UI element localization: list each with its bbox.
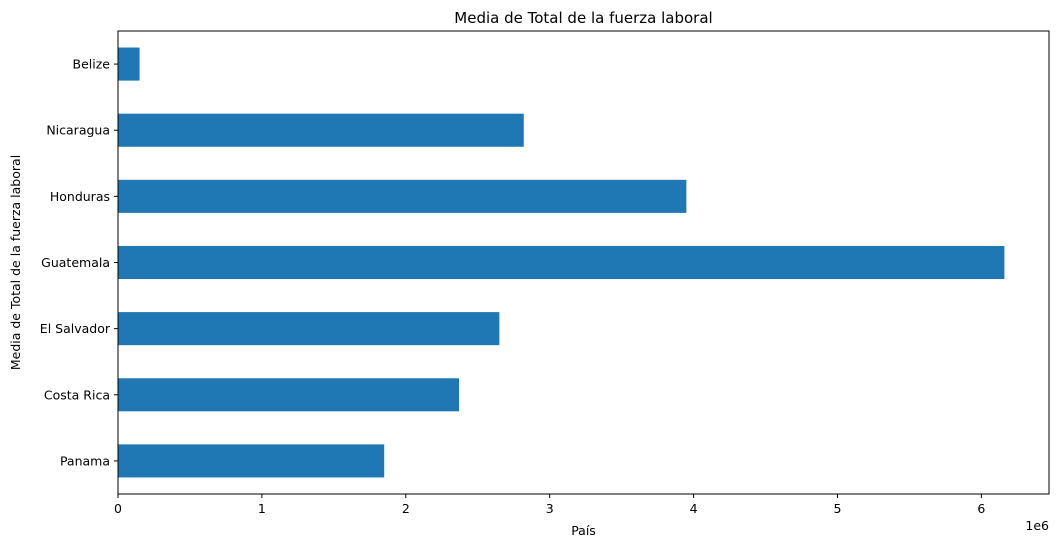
x-tick-label: 4 xyxy=(690,501,698,516)
x-tick-label: 6 xyxy=(977,501,985,516)
x-tick-label: 0 xyxy=(114,501,122,516)
bars-group xyxy=(118,47,1005,478)
y-tick-label: Costa Rica xyxy=(44,387,110,402)
bar-panama xyxy=(118,444,385,478)
x-axis-title: País xyxy=(571,523,596,538)
x-tick-label: 5 xyxy=(833,501,841,516)
y-tick-label: Panama xyxy=(60,453,110,468)
x-axis-ticks: 0 1 2 3 4 5 6 xyxy=(114,494,985,516)
y-tick-label: Belize xyxy=(73,57,111,72)
bar-costa-rica xyxy=(118,378,460,412)
bar-nicaragua xyxy=(118,113,524,147)
x-tick-label: 2 xyxy=(402,501,410,516)
x-axis-scale-label: 1e6 xyxy=(1025,518,1049,533)
y-axis-title: Media de Total de la fuerza laboral xyxy=(8,155,23,370)
bar-honduras xyxy=(118,179,687,213)
y-tick-label: Honduras xyxy=(50,189,110,204)
y-tick-label: Nicaragua xyxy=(46,123,110,138)
y-tick-label: El Salvador xyxy=(40,321,111,336)
x-tick-label: 3 xyxy=(546,501,554,516)
bar-el-salvador xyxy=(118,312,500,346)
bar-guatemala xyxy=(118,245,1005,280)
chart-title: Media de Total de la fuerza laboral xyxy=(454,9,712,27)
bar-belize xyxy=(118,47,140,81)
x-tick-label: 1 xyxy=(258,501,266,516)
y-axis-ticks: Panama Costa Rica El Salvador Guatemala Hond… xyxy=(40,57,118,468)
y-tick-label: Guatemala xyxy=(41,255,110,270)
